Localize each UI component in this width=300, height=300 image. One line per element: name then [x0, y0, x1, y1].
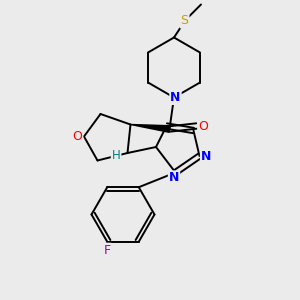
- Text: O: O: [198, 119, 208, 133]
- Text: N: N: [201, 149, 211, 163]
- Text: N: N: [169, 171, 179, 184]
- Text: N: N: [170, 91, 181, 104]
- Polygon shape: [130, 124, 170, 132]
- Text: O: O: [73, 130, 82, 143]
- Text: F: F: [104, 244, 111, 257]
- Text: H: H: [112, 149, 121, 163]
- Text: S: S: [181, 14, 188, 28]
